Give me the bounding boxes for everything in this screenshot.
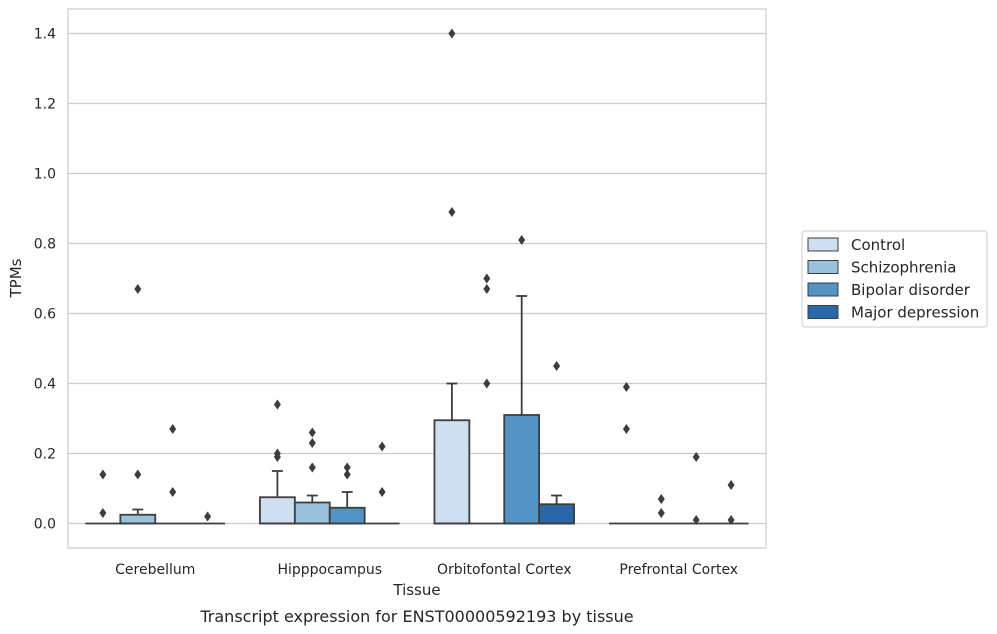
outlier-point — [273, 452, 281, 462]
y-tick-label: 0.2 — [34, 447, 56, 463]
legend-label: Control — [851, 236, 905, 254]
outlier-point — [134, 469, 142, 480]
y-tick-label: 0.8 — [34, 237, 56, 253]
outlier-point — [169, 424, 177, 434]
legend-label: Major depression — [851, 304, 979, 322]
outlier-point — [169, 487, 177, 497]
outlier-point — [99, 508, 107, 518]
outlier-point — [99, 469, 107, 480]
y-tick-label: 1.4 — [34, 27, 56, 43]
y-tick-label: 0.6 — [34, 307, 56, 323]
bar — [328, 506, 366, 525]
bar — [259, 496, 296, 525]
legend: Control Schizophrenia Bipolar disorder Majo… — [801, 230, 988, 328]
outlier-point — [448, 28, 456, 39]
outlier-point — [448, 207, 456, 217]
outlier-point — [518, 235, 526, 245]
outlier-point — [622, 382, 630, 392]
bar — [538, 503, 575, 525]
outlier-point — [378, 441, 386, 452]
chart-caption: Transcript expression for ENST0000059219… — [199, 607, 633, 626]
outlier-point — [483, 273, 491, 284]
outlier-point — [622, 424, 630, 434]
legend-items: Control Schizophrenia Bipolar disorder Majo… — [807, 236, 979, 322]
outlier-point — [343, 462, 351, 473]
outlier-point — [308, 427, 316, 438]
outlier-point — [483, 378, 491, 389]
outlier-point — [308, 438, 316, 448]
outlier-point — [727, 480, 735, 490]
outlier-point — [657, 508, 665, 518]
x-tick-labels: Cerebellum Hipppocampus Orbitofontal Corte… — [115, 562, 738, 578]
x-tick-label: Cerebellum — [115, 562, 195, 578]
bar-layer — [85, 28, 749, 525]
legend-swatch — [807, 305, 839, 319]
legend-swatch — [807, 260, 839, 274]
legend-swatch — [807, 237, 839, 252]
x-tick-label: Hipppocampus — [277, 562, 382, 578]
y-tick-label: 0.0 — [34, 517, 56, 533]
outlier-point — [553, 361, 561, 371]
outlier-point — [308, 462, 316, 473]
legend-label: Schizophrenia — [851, 259, 956, 277]
outlier-point — [204, 511, 212, 522]
outlier-point — [378, 487, 386, 497]
outlier-point — [692, 515, 700, 525]
y-tick-label: 0.4 — [34, 377, 56, 393]
outlier-point — [692, 452, 700, 462]
y-tick-label: 1.0 — [34, 167, 56, 183]
y-tick-labels: 0.0 0.2 0.4 0.6 0.8 1.0 1.2 1.4 — [34, 27, 56, 533]
bar — [503, 414, 541, 525]
legend-label: Bipolar disorder — [851, 281, 971, 299]
legend-box — [801, 230, 988, 328]
outlier-point — [483, 284, 491, 294]
x-axis-title: Tissue — [392, 581, 440, 599]
y-axis-title: TPMs — [7, 258, 25, 298]
legend-swatch — [807, 282, 839, 297]
x-tick-label: Orbitofontal Cortex — [437, 562, 572, 578]
bar — [293, 501, 331, 525]
outlier-point — [727, 515, 735, 525]
outlier-point — [343, 469, 351, 480]
outlier-point — [134, 284, 142, 294]
x-tick-label: Prefrontal Cortex — [619, 562, 738, 578]
bar — [433, 419, 471, 525]
bar — [119, 513, 157, 525]
outlier-point — [273, 399, 281, 410]
y-tick-label: 1.2 — [34, 97, 56, 113]
plot-frame — [67, 8, 767, 549]
outlier-point — [657, 494, 665, 504]
